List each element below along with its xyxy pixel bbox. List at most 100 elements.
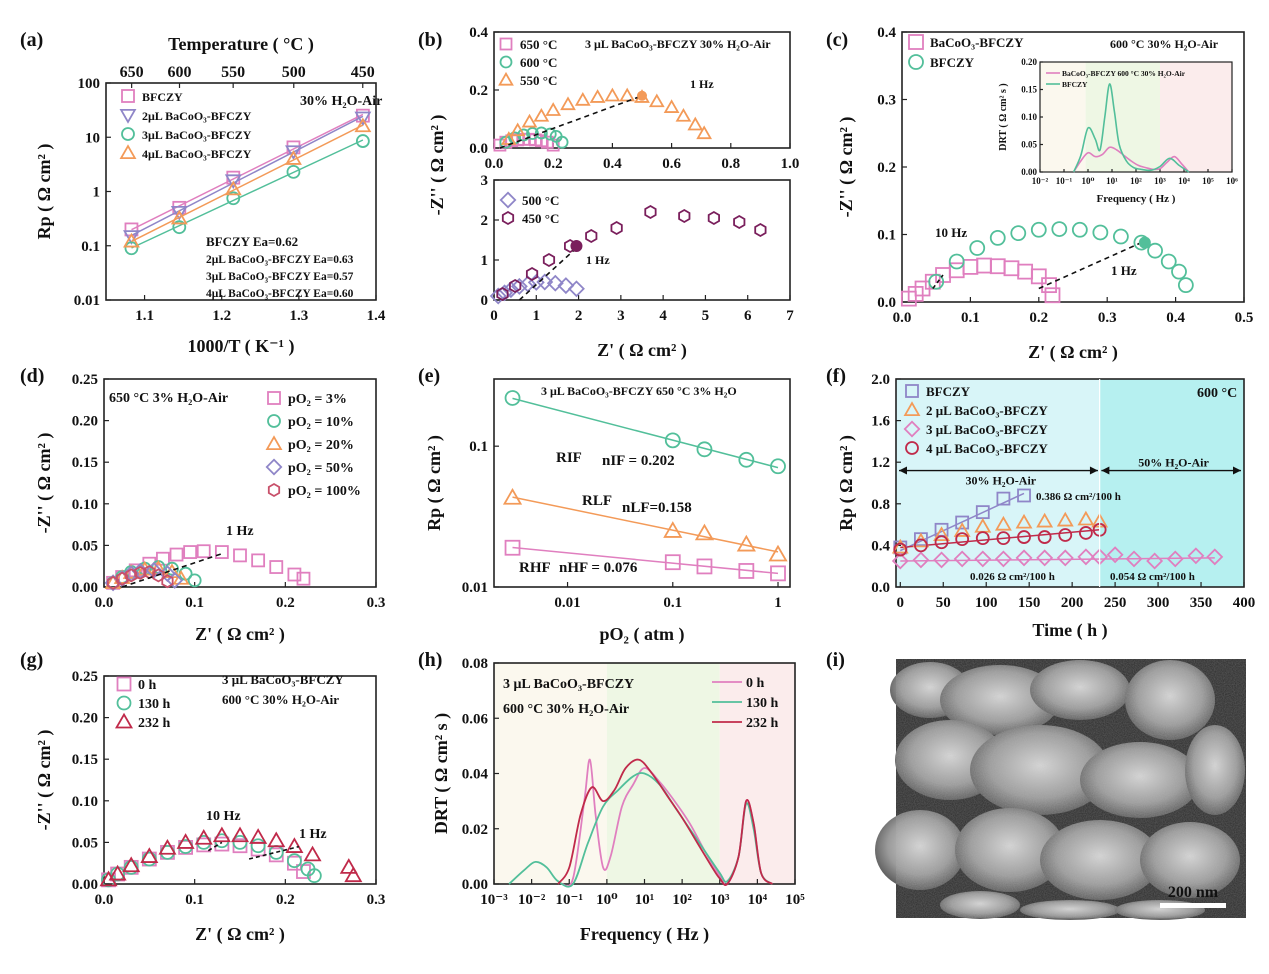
data-point [989,229,1006,246]
ea-annotation: 2μL BaCoO₃-BFCZY Ea=0.63 [206,254,354,266]
series-550-c [500,87,713,145]
data-point [533,107,550,122]
x-tick-label: 10⁴ [748,892,768,908]
x-tick-label: 0 [490,308,498,324]
condition-label: 3 μL BaCoO₃-BFCZY [503,677,634,692]
data-point [545,102,562,116]
data-point [519,275,537,293]
legend-label: pO₂ = 20% [288,438,354,453]
inset-region [1160,62,1232,172]
data-point [170,205,188,221]
data-point [212,826,231,843]
x-tick-label: 5 [702,308,710,324]
data-point [504,390,521,406]
y-tick-label: 0.3 [877,93,896,109]
data-point [226,191,241,206]
y-tick-label: 2 [481,213,489,229]
x-tick-label: 3 [617,308,625,324]
x-tick-label: 0.1 [185,892,204,908]
data-point [555,135,569,149]
data-point [1017,488,1031,503]
frequency-label: 1 Hz [586,253,610,267]
condition-label: 3 μL BaCoO₃-BFCZY 30% H₂O-Air [585,37,771,51]
y-tick-label: 0.1 [81,239,100,255]
data-point [663,99,680,113]
legend-marker [908,54,924,70]
data-point [1106,546,1124,564]
legend-label: 3μL BaCoO₃-BFCZY [142,128,252,142]
frequency-marker [637,90,647,101]
legend-label: 0 h [138,678,157,693]
top-tick-label: 550 [221,64,245,81]
panel-i: 200 nm [875,659,1246,920]
data-point [975,531,990,546]
data-point [996,491,1011,506]
panel-f: 0 50 100 150 200 250 300 350 400 0.0 0.4 0.8 1.2 1.6 2… [836,372,1255,641]
data-point [269,560,284,574]
x-axis-label: Z' ( Ω cm² ) [195,924,285,945]
panel-label: (c) [826,29,848,51]
data-point [1037,530,1052,544]
data-point [156,551,170,566]
x-tick-label: 10² [672,892,692,908]
x-tick-label: 10⁻¹ [556,892,583,908]
y-tick-label: 0.20 [1021,57,1037,67]
data-point [124,241,139,256]
condition-label: 600 °C 30% H₂O-Air [1110,37,1219,51]
data-point [1030,221,1047,238]
data-point [233,548,247,563]
top-tick-label: 600 [168,64,192,81]
x-tick-label: 0.2 [276,595,295,611]
x-tick-label: 10² [1130,176,1142,186]
data-point [1010,225,1027,242]
fit-line [131,124,364,243]
data-point [969,240,986,256]
data-point [158,838,177,855]
data-point [224,174,242,190]
frequency-marker-line [499,95,643,149]
series-bfczy [928,221,1194,294]
frequency-marker-line [248,845,300,860]
x-tick-label: 250 [1104,595,1127,611]
y-tick-label: 0.05 [72,835,98,851]
x-tick-label: 350 [1190,595,1213,611]
x-tick-label: 0.4 [1166,310,1185,326]
x-tick-label: 0.0 [95,595,114,611]
legend-marker [267,391,281,405]
data-point [267,831,286,848]
y-tick-label: 0.2 [469,83,488,99]
inset-legend-label: BaCoO₃-BFCZY 600 °C 30% H₂O-Air [1062,69,1186,78]
y-tick-label: 0.10 [72,794,98,810]
arrow-head [1089,466,1098,475]
data-point [1177,277,1194,294]
data-point [543,127,557,141]
legend-marker [265,435,283,451]
data-point [161,574,174,589]
data-point [285,150,302,165]
legend-label: pO₂ = 10% [288,415,354,430]
y-tick-label: 0.4 [877,25,896,41]
legend-label: 3 μL BaCoO₃-BFCZY [926,422,1048,437]
data-point [1147,242,1163,259]
x-tick-label: 2 [575,308,583,324]
n-label: nHF = 0.076 [559,560,638,576]
fit-line [512,496,779,553]
legend-label: BaCoO₃-BFCZY [930,35,1024,50]
data-point [1166,550,1184,568]
data-point [1017,530,1031,544]
x-tick-label: 150 [1018,595,1041,611]
legend-marker [121,127,135,141]
panel-c: 0.0 0.1 0.2 0.3 0.4 0.5 0.0 0.1 0.2 0.3 0.4 10 Hz 1 … [836,25,1253,363]
series-label: RHF [519,560,551,576]
plot-frame-bottom [493,179,791,301]
data-point [355,134,370,148]
data-point [604,87,621,102]
plot-frame [493,378,791,588]
data-point [738,451,755,468]
panel-label: (h) [418,649,442,671]
x-tick-label: 1.0 [781,156,800,172]
frequency-label: 1 Hz [226,524,254,539]
data-point [912,551,930,569]
data-point [249,828,268,844]
y-tick-label: 0.20 [72,414,98,430]
